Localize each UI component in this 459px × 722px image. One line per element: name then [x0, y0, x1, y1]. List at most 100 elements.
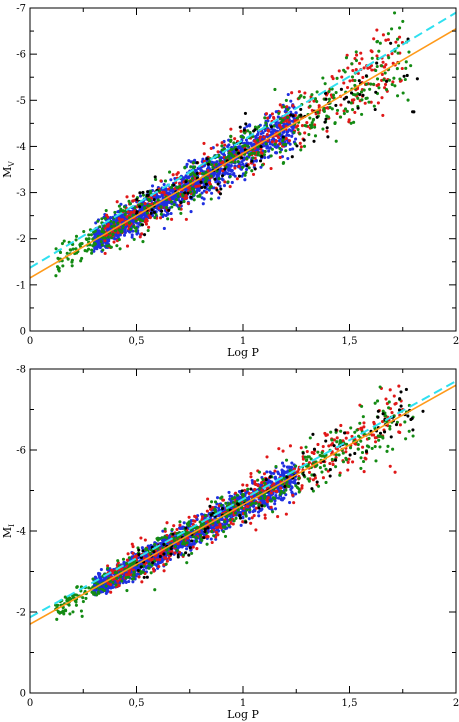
scatter-point	[398, 26, 402, 30]
scatter-point	[364, 457, 368, 461]
scatter-point	[375, 54, 379, 58]
scatter-point	[265, 146, 269, 150]
y-axis-label: MV	[1, 161, 16, 178]
scatter-point	[202, 141, 206, 145]
scatter-point	[195, 547, 199, 551]
scatter-point	[306, 455, 310, 459]
scatter-point	[192, 519, 196, 523]
series-red	[103, 28, 405, 256]
scatter-point	[292, 116, 296, 120]
scatter-point	[200, 515, 205, 519]
scatter-point	[329, 430, 333, 434]
scatter-point	[357, 79, 361, 83]
scatter-point	[344, 450, 348, 454]
scatter-point	[386, 32, 390, 36]
scatter-point	[254, 506, 259, 510]
scatter-point	[269, 154, 273, 158]
scatter-point	[330, 75, 334, 79]
scatter-point	[153, 562, 157, 566]
scatter-point	[182, 521, 186, 525]
scatter-point	[388, 464, 392, 468]
scatter-point	[356, 106, 360, 110]
scatter-point	[383, 82, 388, 86]
scatter-point	[123, 205, 127, 209]
scatter-point	[265, 470, 269, 474]
scatter-point	[276, 472, 281, 476]
scatter-point	[386, 444, 390, 448]
scatter-point	[198, 171, 202, 175]
scatter-point	[347, 100, 351, 104]
scatter-point	[265, 132, 269, 137]
scatter-point	[143, 538, 147, 542]
scatter-point	[385, 79, 389, 83]
scatter-point	[161, 529, 165, 533]
scatter-point	[246, 144, 250, 148]
scatter-point	[288, 500, 292, 505]
scatter-point	[160, 209, 164, 213]
scatter-point	[284, 470, 288, 474]
x-tick-label: 1	[240, 336, 246, 347]
y-tick-label: -7	[16, 4, 26, 15]
scatter-point	[257, 470, 262, 474]
scatter-point	[273, 469, 277, 473]
scatter-point	[128, 221, 132, 225]
scatter-point	[201, 202, 205, 206]
scatter-point	[174, 198, 178, 202]
scatter-point	[339, 87, 343, 91]
scatter-point	[149, 196, 153, 200]
scatter-point	[206, 535, 210, 539]
scatter-point	[384, 63, 388, 67]
scatter-point	[258, 135, 263, 139]
scatter-point	[111, 232, 115, 237]
scatter-point	[377, 49, 381, 53]
scatter-point	[80, 256, 84, 260]
scatter-point	[98, 572, 102, 576]
scatter-point	[350, 98, 354, 102]
scatter-point	[102, 230, 106, 234]
scatter-point	[370, 68, 374, 72]
scatter-point	[287, 133, 291, 137]
scatter-point	[320, 451, 324, 455]
scatter-point	[393, 11, 397, 15]
scatter-point	[396, 51, 400, 55]
scatter-point	[249, 475, 253, 479]
scatter-point	[351, 68, 355, 73]
scatter-point	[284, 119, 288, 123]
scatter-point	[240, 174, 244, 178]
scatter-point	[339, 103, 343, 107]
scatter-point	[227, 490, 231, 494]
scatter-point	[147, 213, 151, 217]
scatter-point	[328, 105, 332, 109]
scatter-point	[178, 182, 182, 186]
scatter-point	[74, 234, 79, 238]
scatter-point	[134, 229, 138, 233]
scatter-point	[201, 171, 205, 176]
scatter-point	[339, 115, 343, 119]
scatter-point	[266, 128, 270, 132]
scatter-point	[241, 483, 245, 487]
scatter-point	[94, 221, 98, 225]
scatter-point	[61, 264, 65, 268]
scatter-point	[74, 238, 78, 242]
scatter-point	[359, 466, 363, 470]
scatter-point	[130, 233, 134, 237]
scatter-point	[137, 575, 141, 579]
scatter-point	[82, 229, 86, 234]
scatter-point	[294, 492, 298, 496]
scatter-point	[132, 237, 136, 241]
scatter-point	[198, 193, 202, 197]
scatter-point	[253, 125, 257, 129]
scatter-point	[372, 37, 376, 41]
scatter-point	[113, 229, 117, 233]
scatter-point	[396, 94, 400, 98]
scatter-point	[334, 453, 338, 457]
scatter-point	[206, 497, 210, 501]
scatter-point	[230, 148, 234, 152]
scatter-point	[244, 138, 248, 142]
scatter-point	[301, 457, 305, 461]
scatter-point	[56, 256, 60, 260]
scatter-point	[266, 496, 270, 500]
scatter-point	[144, 547, 148, 551]
scatter-point	[409, 64, 413, 68]
scatter-point	[295, 144, 299, 148]
